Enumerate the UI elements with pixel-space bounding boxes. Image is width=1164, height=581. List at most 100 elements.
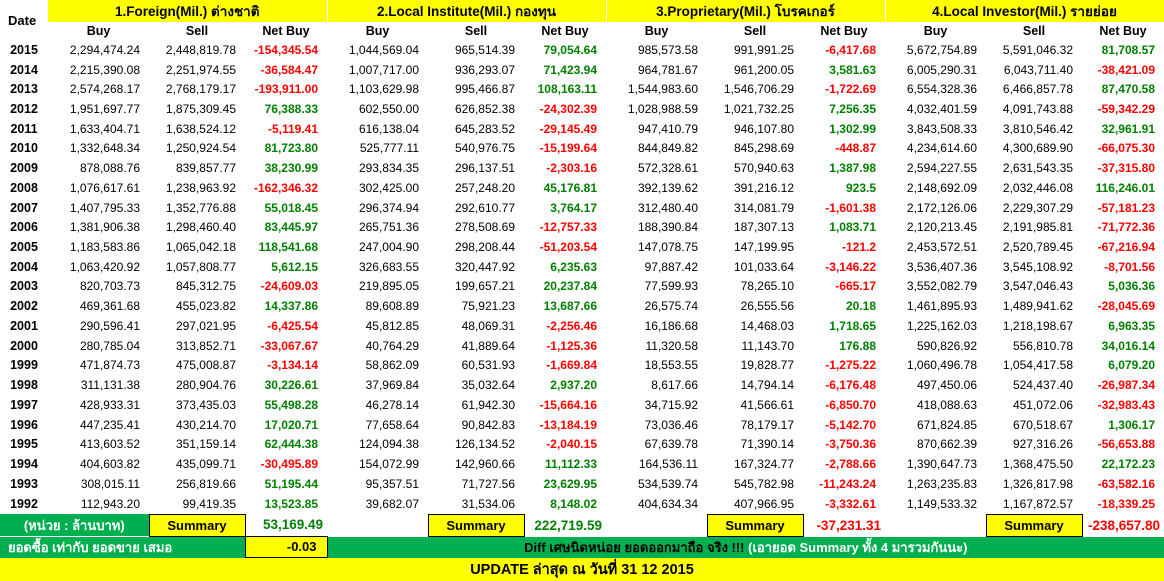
sell-col-header[interactable]: Sell xyxy=(464,24,488,38)
sell-cell[interactable]: 1,057,808.77 xyxy=(165,259,236,274)
buy-cell[interactable]: 497,450.06 xyxy=(916,378,977,393)
sell-cell[interactable]: 11,143.70 xyxy=(741,338,795,353)
buy-cell[interactable]: 878,088.76 xyxy=(79,161,140,176)
net-buy-cell[interactable]: 6,235.63 xyxy=(550,259,597,274)
year-cell[interactable]: 2015 xyxy=(10,42,38,57)
buy-cell[interactable]: 3,552,082.79 xyxy=(906,279,977,294)
buy-cell[interactable]: 311,131.38 xyxy=(80,378,140,393)
net-buy-cell[interactable]: -59,342.29 xyxy=(1097,102,1156,117)
year-cell[interactable]: 2004 xyxy=(10,259,38,274)
year-cell[interactable]: 2006 xyxy=(10,220,38,235)
net-buy-cell[interactable]: -29,145.49 xyxy=(539,121,597,136)
sell-cell[interactable]: 1,054,417.58 xyxy=(1002,358,1073,373)
net-buy-cell[interactable]: -63,582.16 xyxy=(1097,476,1156,491)
year-cell[interactable]: 1996 xyxy=(10,417,38,432)
buy-cell[interactable]: 5,672,754.89 xyxy=(906,42,977,57)
sell-cell[interactable]: 61,942.30 xyxy=(461,397,515,412)
net-buy-cell[interactable]: -5,119.41 xyxy=(267,121,318,136)
sell-cell[interactable]: 187,307.13 xyxy=(733,220,794,235)
buy-cell[interactable]: 525,777.11 xyxy=(359,141,419,156)
net-buy-cell[interactable]: -30,495.89 xyxy=(260,456,318,471)
sell-cell[interactable]: 314,081.79 xyxy=(733,200,794,215)
net-buy-cell[interactable]: -1,601.38 xyxy=(825,200,876,215)
sell-cell[interactable]: 626,852.38 xyxy=(454,102,515,117)
sell-cell[interactable]: 60,531.93 xyxy=(461,358,515,373)
net-buy-cell[interactable]: -51,203.54 xyxy=(539,240,597,255)
net-buy-cell[interactable]: 1,718.65 xyxy=(829,318,876,333)
sell-col-header[interactable]: Sell xyxy=(185,24,209,38)
buy-cell[interactable]: 2,148,692.09 xyxy=(906,180,977,195)
net-buy-cell[interactable]: -121.2 xyxy=(841,240,876,255)
sell-cell[interactable]: 545,782.98 xyxy=(733,476,794,491)
buy-cell[interactable]: 18,553.55 xyxy=(644,358,698,373)
net-buy-cell[interactable]: -18,339.25 xyxy=(1097,496,1156,511)
sell-cell[interactable]: 407,966.95 xyxy=(733,496,794,511)
sell-cell[interactable]: 78,265.10 xyxy=(740,279,794,294)
sell-cell[interactable]: 1,167,872.57 xyxy=(1002,496,1073,511)
net-buy-cell[interactable]: -6,425.54 xyxy=(267,318,318,333)
buy-cell[interactable]: 534,539.74 xyxy=(637,476,698,491)
buy-cell[interactable]: 4,234,614.60 xyxy=(906,141,977,156)
buy-cell[interactable]: 1,263,235.83 xyxy=(906,476,977,491)
net-buy-cell[interactable]: -5,142.70 xyxy=(825,417,876,432)
net-buy-cell[interactable]: -2,256.46 xyxy=(546,318,597,333)
buy-cell[interactable]: 947,410.79 xyxy=(637,121,698,136)
buy-cell[interactable]: 2,294,474.24 xyxy=(69,42,140,57)
net-buy-cell[interactable]: 62,444.38 xyxy=(264,437,318,452)
net-buy-cell[interactable]: -2,303.16 xyxy=(546,161,597,176)
net-buy-cell[interactable]: -56,653.88 xyxy=(1097,437,1156,452)
year-cell[interactable]: 1998 xyxy=(10,378,38,393)
net-buy-cell[interactable]: 3,764.17 xyxy=(550,200,597,215)
buy-cell[interactable]: 3,843,508.33 xyxy=(906,121,977,136)
buy-cell[interactable]: 1,390,647.73 xyxy=(906,456,977,471)
sell-cell[interactable]: 3,547,046.43 xyxy=(1002,279,1073,294)
buy-cell[interactable]: 404,634.34 xyxy=(637,496,698,511)
buy-cell[interactable]: 219,895.05 xyxy=(358,279,419,294)
net-buy-cell[interactable]: -8,701.56 xyxy=(1104,259,1156,274)
sell-cell[interactable]: 995,466.87 xyxy=(454,82,515,97)
buy-cell[interactable]: 428,933.31 xyxy=(79,397,140,412)
year-cell[interactable]: 1997 xyxy=(10,397,38,412)
buy-cell[interactable]: 147,078.75 xyxy=(637,240,698,255)
sell-cell[interactable]: 524,437.40 xyxy=(1012,378,1073,393)
buy-cell[interactable]: 112,943.20 xyxy=(80,496,140,511)
net-buy-cell[interactable]: -37,315.80 xyxy=(1097,161,1156,176)
sell-cell[interactable]: 1,875,309.45 xyxy=(165,102,236,117)
sell-cell[interactable]: 373,435.03 xyxy=(175,397,236,412)
sell-cell[interactable]: 2,032,446.08 xyxy=(1002,180,1073,195)
net-buy-cell[interactable]: -15,199.64 xyxy=(539,141,597,156)
year-cell[interactable]: 2011 xyxy=(10,121,38,136)
net-buy-cell[interactable]: 17,020.71 xyxy=(264,417,318,432)
net-buy-cell[interactable]: 23,629.95 xyxy=(543,476,597,491)
buy-cell[interactable]: 1,183,583.86 xyxy=(69,240,140,255)
sell-cell[interactable]: 167,324.77 xyxy=(733,456,794,471)
sell-cell[interactable]: 2,229,307.29 xyxy=(1002,200,1073,215)
buy-cell[interactable]: 46,278.14 xyxy=(365,397,419,412)
buy-cell[interactable]: 6,005,290.31 xyxy=(906,62,977,77)
buy-cell[interactable]: 471,874.73 xyxy=(79,358,140,373)
sell-cell[interactable]: 845,298.69 xyxy=(733,141,794,156)
buy-cell[interactable]: 602,550.00 xyxy=(358,102,419,117)
buy-col-header[interactable]: Buy xyxy=(86,24,111,38)
net-buy-cell[interactable]: -24,609.03 xyxy=(260,279,318,294)
sell-cell[interactable]: 936,293.07 xyxy=(454,62,515,77)
net-buy-cell[interactable]: -71,772.36 xyxy=(1097,220,1156,235)
buy-col-header[interactable]: Buy xyxy=(644,24,669,38)
buy-cell[interactable]: 89,608.89 xyxy=(365,299,419,314)
sell-cell[interactable]: 435,099.71 xyxy=(175,456,236,471)
buy-col-header[interactable]: Buy xyxy=(365,24,390,38)
year-cell[interactable]: 2005 xyxy=(10,240,38,255)
buy-cell[interactable]: 97,887.42 xyxy=(644,259,698,274)
sell-cell[interactable]: 1,250,924.54 xyxy=(165,141,236,156)
net-buy-cell[interactable]: 55,018.45 xyxy=(264,200,318,215)
buy-cell[interactable]: 77,658.64 xyxy=(365,417,419,432)
year-cell[interactable]: 2003 xyxy=(10,279,38,294)
net-buy-cell[interactable]: -12,757.33 xyxy=(539,220,597,235)
buy-cell[interactable]: 3,536,407.36 xyxy=(906,259,977,274)
net-buy-cell[interactable]: -38,421.09 xyxy=(1097,62,1156,77)
sell-cell[interactable]: 1,238,963.92 xyxy=(165,180,236,195)
net-buy-cell[interactable]: 79,054.64 xyxy=(543,42,597,57)
year-cell[interactable]: 1994 xyxy=(10,456,38,471)
sell-cell[interactable]: 320,447.92 xyxy=(454,259,515,274)
buy-cell[interactable]: 308,015.11 xyxy=(80,476,140,491)
